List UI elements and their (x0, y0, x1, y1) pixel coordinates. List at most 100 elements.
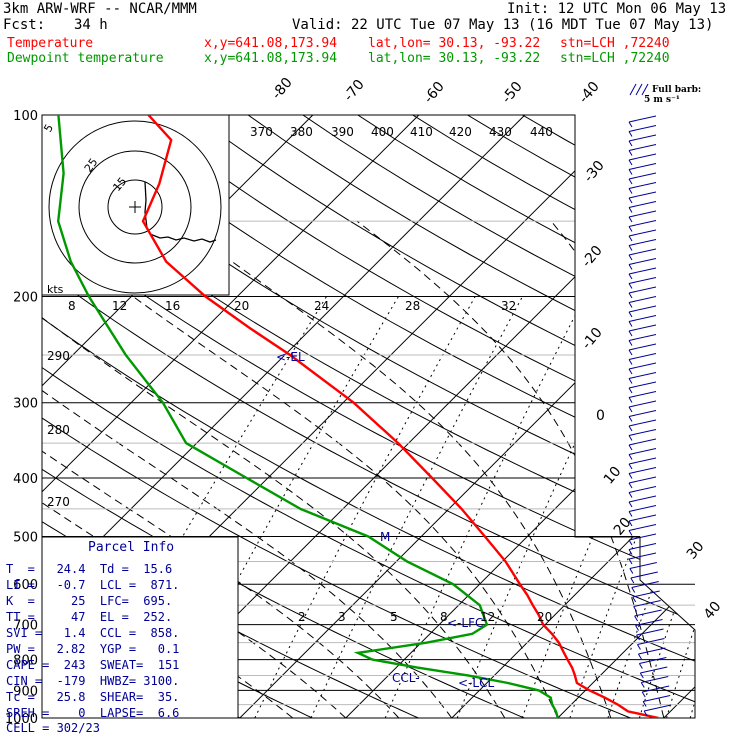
wind-barb (628, 343, 657, 356)
wind-barb (628, 258, 657, 270)
legend-dewpoint-station: stn=LCH ,72240 (560, 51, 670, 66)
theta-label: 440 (530, 125, 553, 139)
valid-time: Valid: 22 UTC Tue 07 May 13 (16 MDT Tue … (292, 17, 714, 33)
wind-barb (628, 467, 657, 479)
parcel-info-row: T = 24.4 Td = 15.6 (6, 562, 173, 576)
wind-barb (628, 315, 657, 327)
parcel-info-row: SREH = 0 LAPSE= 6.6 (6, 706, 180, 720)
legend-temperature-station: stn=LCH ,72240 (560, 36, 670, 51)
theta-label: 410 (410, 125, 433, 139)
wind-barb (628, 410, 657, 422)
pressure-tick-label: 600 (13, 578, 38, 593)
forecast-hour-value: 34 h (74, 17, 108, 33)
parcel-level-label: <-LCL (458, 676, 494, 690)
wind-barb (628, 296, 657, 308)
mixing-ratio-label: 20 (234, 299, 249, 313)
dewpoint-profile-line (56, 115, 559, 718)
theta-label: 280 (47, 423, 70, 437)
wind-barb (640, 676, 669, 688)
wind-barb (628, 552, 657, 565)
parcel-info-row: CELL = 302/23 (6, 721, 100, 735)
parcel-info-box (41, 536, 239, 719)
wind-barb (628, 239, 657, 251)
isotherm-line (239, 115, 695, 718)
wind-barb (641, 685, 670, 698)
hodograph-kts-label: kts (47, 283, 64, 296)
pressure-tick-label: 700 (13, 619, 38, 634)
wind-barb (628, 372, 657, 384)
parcel-info-row: LI = -0.7 LCL = 871. (6, 578, 180, 592)
mixing-ratio-label: 2 (298, 610, 306, 624)
wind-barb (628, 448, 657, 460)
parcel-level-label: <-EL (276, 350, 305, 364)
parcel-info-row: K = 25 LFC= 695. (6, 594, 173, 608)
parcel-info-row: SVI = 1.4 CCL = 858. (6, 626, 180, 640)
chart-frame (41, 114, 696, 719)
wind-barb (635, 619, 663, 631)
wind-barb (628, 201, 657, 213)
wind-barb (632, 590, 660, 603)
parcel-info-row: TT = 47 EL = 252. (6, 610, 173, 624)
wind-barb (628, 229, 657, 242)
wind-barb (628, 163, 657, 175)
mixing-ratio-label: 3 (338, 610, 346, 624)
wind-barb (631, 581, 659, 593)
parcel-info-title: Parcel Info (88, 540, 175, 555)
wind-barb (628, 486, 657, 498)
wind-barb (628, 125, 657, 137)
isotherm-line (42, 115, 526, 718)
wind-barb (628, 400, 657, 413)
isotherm-line (451, 115, 695, 718)
wind-barb (628, 144, 657, 156)
parcel-info-row: PW = 2.82 YGP = 0.1 (6, 642, 180, 656)
parcel-level-label: CCL- (392, 671, 420, 685)
legend-dewpoint-name: Dewpoint temperature (7, 51, 164, 66)
wind-barb (628, 381, 657, 394)
hodograph-trace (144, 181, 217, 243)
model-title: 3km ARW-WRF -- NCAR/MMM (3, 1, 197, 17)
wind-barb (628, 419, 657, 432)
parcel-info-row: CIN = -179 HWBZ= 3100. (6, 674, 180, 688)
moist-adiabat-line (356, 220, 665, 718)
wind-barb (628, 533, 657, 546)
theta-label: 390 (331, 125, 354, 139)
theta-label: 370 (250, 125, 273, 139)
legend-temperature-xy: x,y=641.08,173.94 (204, 36, 338, 51)
wind-barb (628, 277, 657, 289)
hodograph-ring (107, 179, 163, 235)
wind-barb (634, 609, 662, 622)
wind-barb (629, 562, 657, 574)
legend-dewpoint-latlon: lat,lon= 30.13, -93.22 (368, 51, 541, 66)
wind-barb (637, 638, 665, 650)
wind-barb (628, 115, 657, 128)
isotherm-label: 0 (596, 408, 605, 424)
pressure-tick-label: 300 (13, 397, 38, 412)
wind-barb (628, 324, 657, 337)
pressure-tick-label: 200 (13, 291, 38, 306)
hodograph-ring (78, 150, 192, 264)
pressure-tick-label: 100 (13, 109, 38, 124)
wind-barb (628, 210, 657, 223)
theta-label: 290 (47, 349, 70, 363)
legend-temperature-name: Temperature (7, 36, 94, 51)
wind-barb (628, 172, 657, 185)
wind-barb (628, 505, 657, 517)
wind-barb (643, 704, 672, 717)
parcel-level-label: <-LFC (447, 616, 483, 630)
wind-barb (633, 600, 661, 612)
wind-barb (628, 153, 657, 166)
moist-adiabat-line (42, 282, 506, 718)
mixing-ratio-label: 16 (165, 299, 180, 313)
mixing-ratio-label: 5 (390, 610, 398, 624)
pressure-tick-label: 400 (13, 472, 38, 487)
pressure-tick-label: 1000 (5, 712, 38, 727)
wind-barb (628, 429, 657, 441)
mixing-ratio-label: 8 (440, 610, 448, 624)
wind-barb (628, 543, 657, 555)
wind-barb (628, 286, 657, 299)
temperature-profile-line (141, 115, 659, 718)
theta-label: 420 (449, 125, 472, 139)
isotherm-line (42, 115, 420, 718)
wind-barb (637, 647, 666, 660)
